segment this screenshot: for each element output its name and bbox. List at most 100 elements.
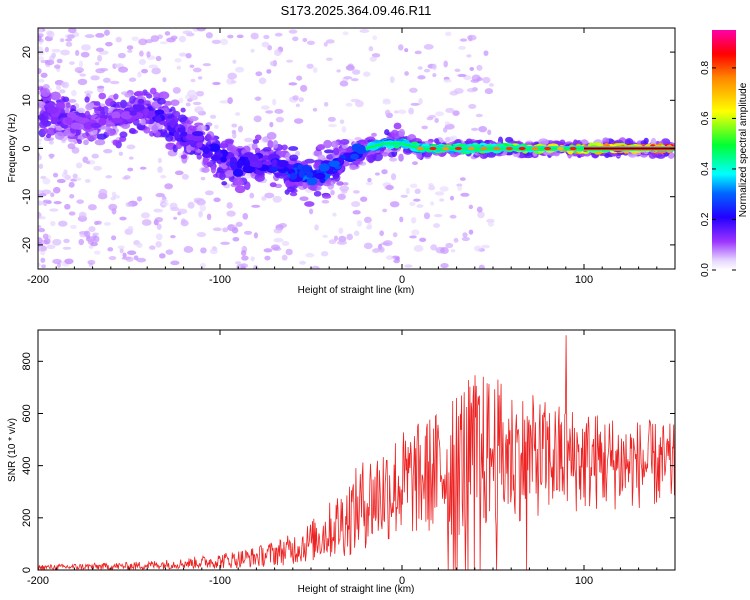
noise-cell — [409, 235, 417, 239]
noise-cell — [468, 35, 473, 42]
spectral-cell — [86, 134, 97, 141]
spectrogram-x-ticks: -200 -100 0 100 — [27, 28, 676, 286]
colorbar-tick-label: 0.2 — [700, 212, 711, 226]
noise-cell — [99, 67, 109, 72]
noise-cell — [38, 79, 45, 83]
noise-cell — [53, 201, 62, 205]
noise-cell — [50, 220, 56, 227]
noise-cell — [209, 248, 218, 255]
spectral-cell — [155, 131, 161, 138]
noise-cell — [413, 244, 424, 252]
noise-cell — [404, 264, 413, 268]
snr-frame — [37, 329, 676, 571]
spectral-cell — [224, 138, 235, 144]
noise-cell — [194, 106, 204, 114]
noise-cell — [165, 249, 174, 255]
noise-cell — [125, 256, 134, 262]
trend-cell — [232, 168, 244, 177]
spectral-cell — [266, 132, 277, 140]
noise-cell — [382, 100, 391, 105]
y-tick-label: 10 — [21, 94, 33, 106]
noise-cell — [449, 214, 457, 219]
noise-cell — [232, 59, 237, 64]
noise-cell — [367, 177, 372, 183]
noise-cell — [136, 257, 147, 263]
noise-cell — [404, 48, 409, 53]
noise-cell — [264, 192, 275, 199]
noise-cell — [178, 208, 188, 215]
spectral-cell — [252, 139, 260, 144]
noise-cell — [107, 247, 114, 252]
noise-cell — [38, 224, 42, 229]
noise-cell — [477, 211, 485, 219]
noise-cell — [352, 210, 361, 215]
noise-cell — [220, 241, 231, 245]
noise-cell — [342, 182, 349, 186]
noise-cell — [261, 196, 267, 201]
noise-cell — [192, 101, 202, 106]
noise-cell — [93, 235, 100, 243]
noise-cell — [118, 151, 124, 156]
x-tick-label: -100 — [209, 274, 231, 286]
noise-cell — [453, 237, 459, 243]
noise-cell — [412, 161, 418, 166]
noise-cell — [83, 230, 91, 238]
noise-cell — [70, 224, 77, 230]
spectral-cell — [158, 91, 170, 100]
noise-cell — [347, 63, 354, 69]
noise-cell — [235, 261, 242, 265]
spectral-cell — [201, 167, 210, 173]
chart-title: S173.2025.364.09.46.R11 — [281, 3, 432, 18]
noise-cell — [327, 116, 336, 122]
colorbar-tick-label: 0.8 — [700, 61, 711, 75]
noise-cell — [484, 88, 494, 95]
y-tick-label: 0 — [21, 567, 33, 573]
noise-cell — [234, 66, 245, 73]
noise-cell — [488, 83, 494, 87]
noise-cell — [356, 220, 363, 227]
spectral-cell — [322, 194, 332, 199]
colorbar-tick-label: 0.4 — [700, 162, 711, 176]
trend-cell — [350, 153, 359, 160]
spectral-cell — [225, 169, 236, 177]
noise-cell — [416, 204, 424, 208]
noise-cell — [69, 61, 75, 65]
noise-cell — [90, 241, 98, 247]
spectral-cell — [234, 185, 246, 194]
noise-cell — [285, 248, 293, 256]
trend-cell — [191, 130, 204, 137]
noise-cell — [202, 63, 211, 67]
noise-cell — [49, 153, 54, 160]
noise-cell — [40, 257, 46, 263]
noise-cell — [320, 250, 329, 257]
noise-cell — [84, 34, 95, 39]
x-tick-label: -200 — [27, 274, 49, 286]
trend-cell — [167, 124, 179, 133]
noise-cell — [274, 108, 284, 114]
spectral-cell — [96, 133, 107, 140]
noise-cell — [389, 76, 395, 84]
noise-cell — [470, 79, 480, 83]
trend-cell — [243, 164, 255, 174]
noise-cell — [443, 60, 448, 68]
noise-cell — [249, 192, 255, 199]
spectral-cell — [450, 153, 458, 158]
y-tick-label: 200 — [21, 509, 33, 527]
noise-cell — [369, 56, 377, 62]
noise-cell — [272, 195, 282, 203]
noise-cell — [332, 212, 337, 217]
noise-cell — [42, 233, 49, 240]
noise-cell — [462, 232, 468, 238]
noise-cell — [154, 217, 164, 223]
noise-cell — [212, 81, 221, 86]
spectral-cell — [98, 92, 107, 100]
noise-cell — [423, 212, 431, 220]
spectral-cell — [643, 137, 649, 144]
noise-cell — [156, 223, 162, 230]
noise-cell — [47, 137, 55, 141]
spectral-cell — [188, 116, 199, 122]
noise-cell — [159, 253, 166, 259]
y-tick-label: -20 — [21, 237, 33, 253]
trend-hot-cell — [467, 146, 475, 151]
